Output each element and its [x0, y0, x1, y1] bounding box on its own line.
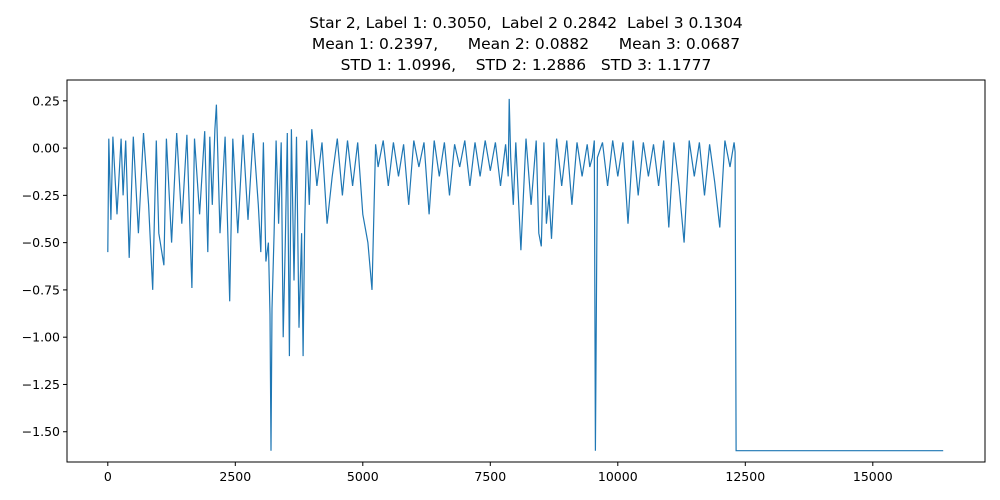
y-tick-label: 0.25 [32, 93, 60, 108]
title-line: STD 1: 1.0996, STD 2: 1.2886 STD 3: 1.17… [341, 56, 712, 74]
title-line: Mean 1: 0.2397, Mean 2: 0.0882 Mean 3: 0… [312, 35, 740, 53]
y-tick-label: −1.50 [22, 424, 60, 439]
axes-frame [66, 79, 986, 463]
y-tick-label: −0.75 [22, 282, 60, 297]
x-tick-label: 7500 [474, 469, 506, 484]
chart-title: Star 2, Label 1: 0.3050, Label 2 0.2842 … [309, 14, 743, 74]
y-tick-label: 0.00 [32, 141, 60, 156]
x-tick-label: 12500 [725, 469, 765, 484]
y-axis: 0.25 0.00 −0.25 −0.50 −0.75 −1.00 −1.25 −1.50 [22, 93, 67, 439]
x-tick-label: 15000 [853, 469, 893, 484]
x-tick-label: 2500 [219, 469, 251, 484]
plot-area [107, 98, 944, 452]
x-tick-label: 0 [104, 469, 112, 484]
y-tick-label: −1.00 [22, 330, 60, 345]
y-tick-label: −0.25 [22, 188, 60, 203]
title-line: Star 2, Label 1: 0.3050, Label 2 0.2842 … [309, 14, 743, 32]
x-tick-label: 10000 [598, 469, 638, 484]
series-line [107, 98, 944, 452]
y-tick-label: −1.25 [22, 377, 60, 392]
y-tick-label: −0.50 [22, 235, 60, 250]
x-axis: 0 2500 5000 7500 10000 12500 15000 [104, 462, 893, 484]
x-tick-label: 5000 [347, 469, 379, 484]
